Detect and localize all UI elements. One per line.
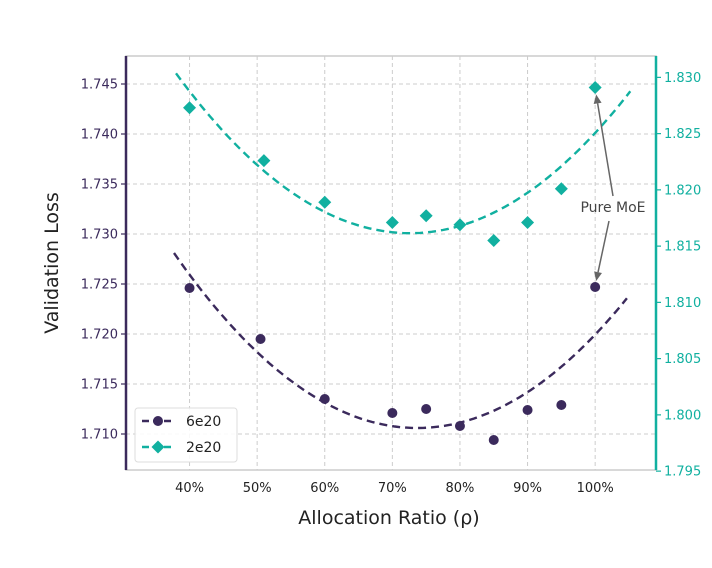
x-tick-label: 40% <box>175 481 204 496</box>
legend: 6e20 2e20 <box>134 407 238 463</box>
y-right-tick-label: 1.795 <box>664 465 701 480</box>
point-2e20 <box>588 81 602 94</box>
y-axis-label: Validation Loss <box>41 192 63 334</box>
point-2e20 <box>385 216 399 229</box>
legend-item-6e20: 6e20 <box>142 414 221 430</box>
x-tick-label: 80% <box>446 481 475 496</box>
legend-label: 2e20 <box>186 440 221 456</box>
point-6e20 <box>319 394 330 404</box>
point-2e20 <box>521 216 535 229</box>
point-6e20 <box>488 435 499 445</box>
fit-curve-2e20 <box>175 72 632 235</box>
y-left-tick-label: 1.720 <box>81 328 118 343</box>
y-right-tick-label: 1.800 <box>664 408 701 423</box>
y-right-tick-label: 1.820 <box>664 183 701 198</box>
arrow-to-2e20-shaft <box>596 103 614 197</box>
point-2e20 <box>419 209 433 223</box>
legend-marker-diamond <box>151 440 165 454</box>
point-2e20 <box>257 154 271 168</box>
y-right-tick-label: 1.815 <box>664 240 701 255</box>
y-left-tick-label: 1.725 <box>81 278 118 293</box>
y-right-tick-label: 1.810 <box>664 296 701 311</box>
arrow-to-6e20-head <box>594 271 602 281</box>
legend-marker-circle <box>153 416 163 426</box>
y-right-tick-label: 1.830 <box>664 71 701 86</box>
point-6e20 <box>522 405 533 415</box>
point-2e20 <box>487 234 501 247</box>
point-6e20 <box>556 400 567 410</box>
y-right-tick-label: 1.825 <box>664 127 701 142</box>
x-tick-label: 100% <box>577 481 614 496</box>
x-tick-label: 50% <box>243 481 272 496</box>
y-left-tick-label: 1.730 <box>81 228 118 243</box>
point-6e20 <box>387 408 398 418</box>
point-2e20 <box>554 182 568 196</box>
legend-label: 6e20 <box>186 414 221 430</box>
arrow-to-6e20-shaft <box>597 220 610 273</box>
x-tick-label: 90% <box>513 481 542 496</box>
point-2e20 <box>318 195 332 209</box>
y-left-tick-label: 1.745 <box>81 78 118 93</box>
grid <box>126 56 656 470</box>
x-tick-label: 70% <box>378 481 407 496</box>
axes <box>124 56 658 470</box>
legend-item-2e20: 2e20 <box>142 440 221 456</box>
tick-labels: 1.710 1.715 1.720 1.725 1.730 1.735 1.740 1.745… <box>81 71 701 496</box>
y-left-tick-label: 1.715 <box>81 378 118 393</box>
y-left-tick-label: 1.710 <box>81 428 118 443</box>
data-points <box>183 81 602 445</box>
point-6e20 <box>421 404 432 414</box>
point-6e20 <box>184 283 195 293</box>
y-right-tick-label: 1.805 <box>664 352 701 367</box>
y-left-tick-label: 1.740 <box>81 128 118 143</box>
point-2e20 <box>453 218 467 232</box>
annotation-pure-moe: Pure MoE <box>580 94 646 281</box>
arrow-to-2e20-head <box>593 94 602 105</box>
point-6e20 <box>590 282 601 292</box>
fit-curve-6e20 <box>173 252 628 430</box>
x-axis-label: Allocation Ratio (ρ) <box>298 507 479 529</box>
point-2e20 <box>183 101 197 115</box>
annotation-text: Pure MoE <box>580 200 645 216</box>
point-6e20 <box>454 421 465 431</box>
y-left-tick-label: 1.735 <box>81 178 118 193</box>
fit-curves <box>173 72 632 430</box>
x-tick-label: 60% <box>310 481 339 496</box>
point-6e20 <box>255 334 266 344</box>
